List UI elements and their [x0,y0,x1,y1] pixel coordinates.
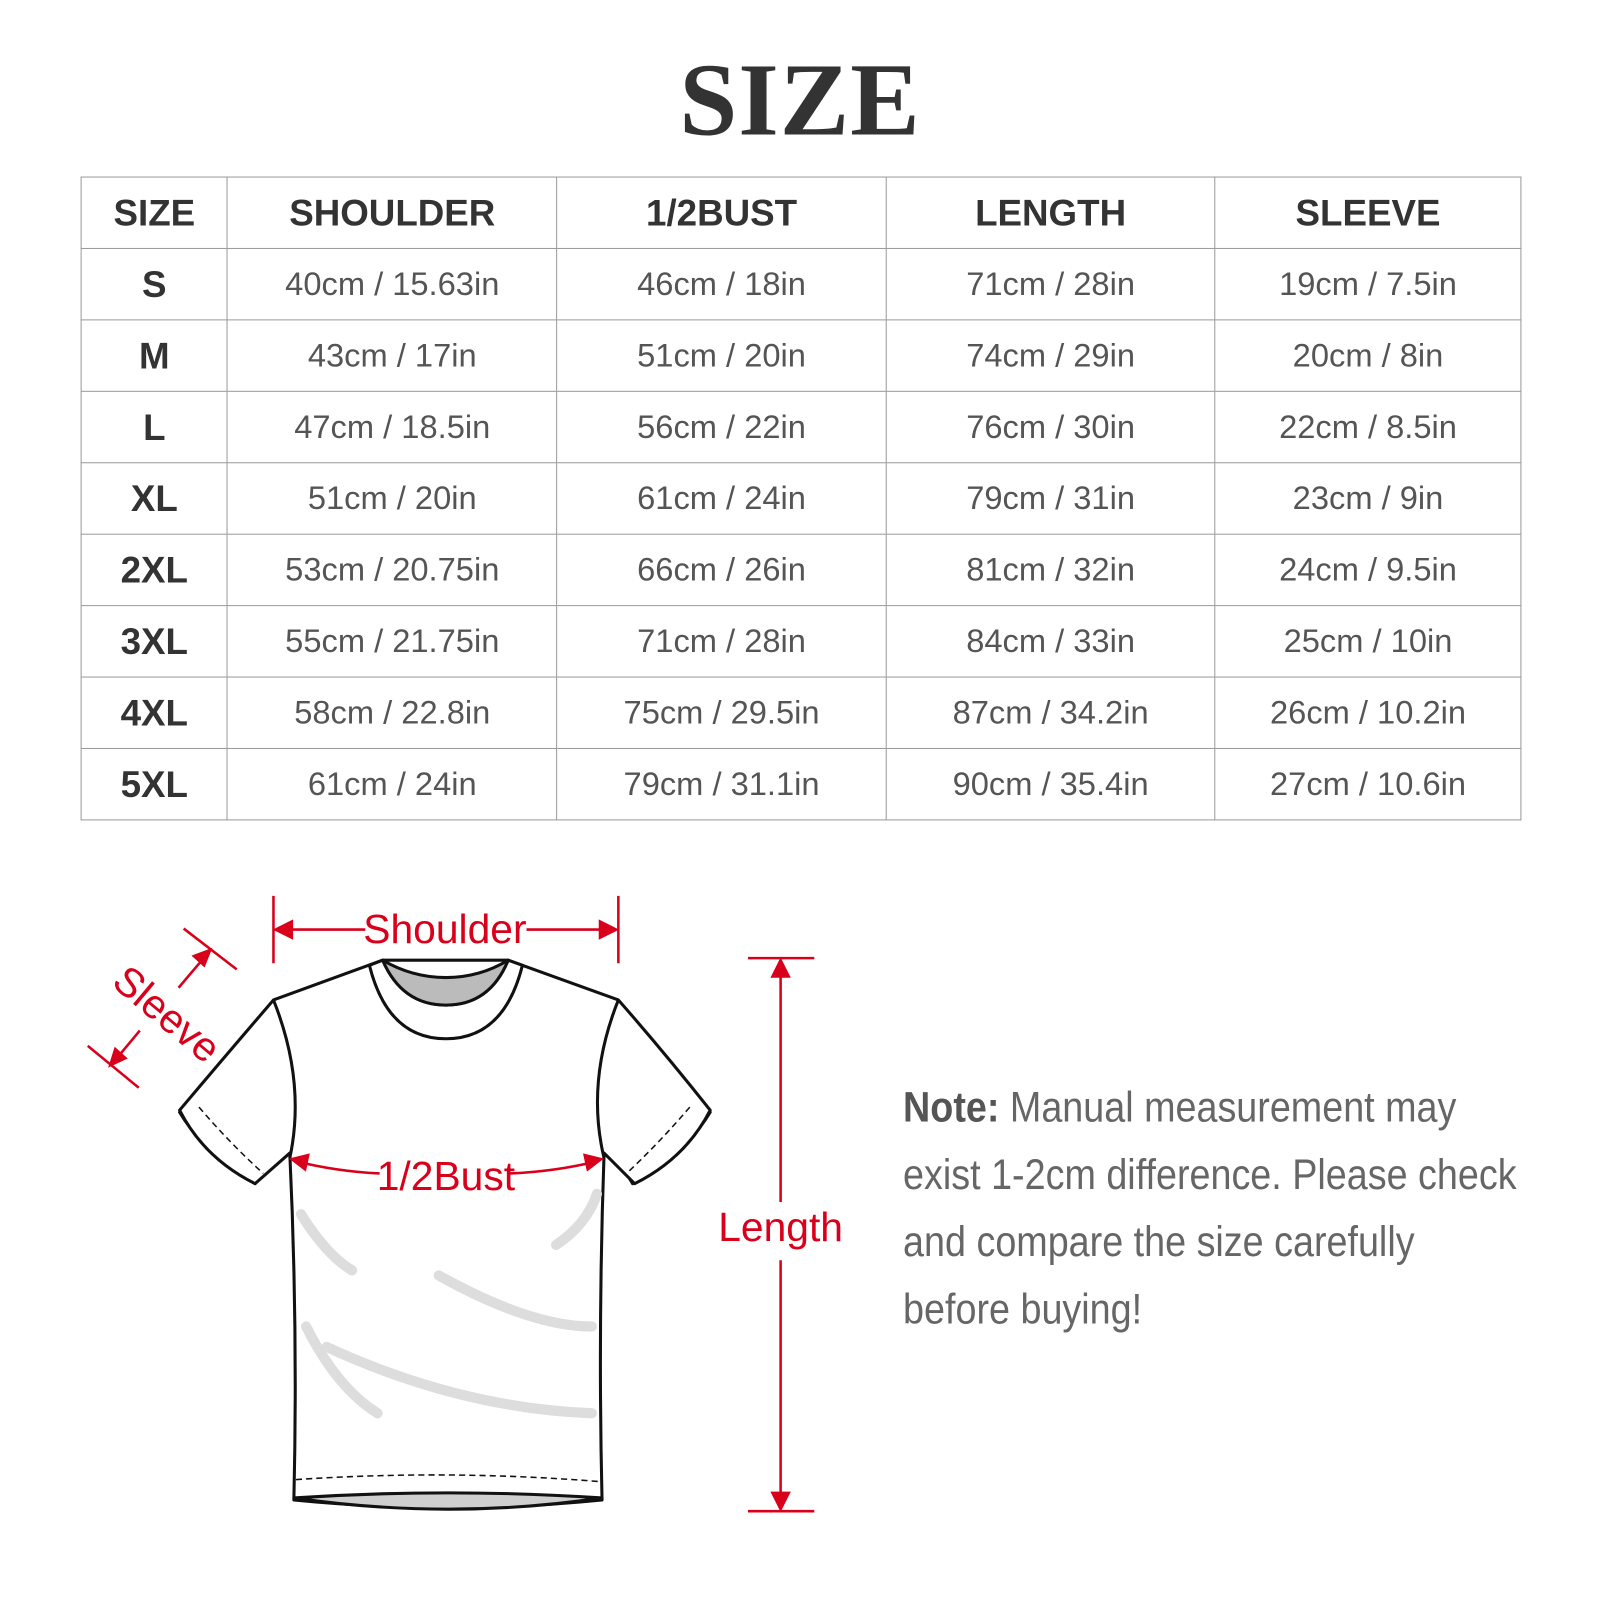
measurement-cell: 46cm / 18in [556,247,887,321]
measurement-cell: 55cm / 21.75in [226,605,558,678]
measurement-cell: 71cm / 28in [556,605,887,678]
measurement-cell: 43cm / 17in [226,319,558,392]
measurement-cell: 24cm / 9.5in [1214,533,1522,607]
measurement-cell: 26cm / 10.2in [1214,676,1522,749]
size-cell: S [80,247,229,321]
measurement-cell: 75cm / 29.5in [556,676,887,749]
measurement-cell: 23cm / 9in [1214,462,1522,535]
measurement-cell: 74cm / 29in [885,319,1216,392]
measurement-cell: 25cm / 10in [1214,605,1522,678]
size-cell: M [80,319,229,392]
measurement-cell: 19cm / 7.5in [1214,247,1522,321]
table-row: S 40cm / 15.63in 46cm / 18in 71cm / 28in 19c… [80,247,1522,321]
size-cell: 3XL [80,605,229,678]
page-title: SIZE [679,42,921,159]
measurement-cell: 56cm / 22in [556,390,887,464]
measurement-arrows [86,895,815,1513]
length-label: Length [718,1204,843,1250]
table-row: XL 51cm / 20in 61cm / 24in 79cm / 31in 23cm … [80,462,1522,535]
tshirt-icon [178,958,712,1511]
measurement-cell: 71cm / 28in [885,247,1216,321]
column-header: 1/2BUST [556,176,887,249]
column-header: SLEEVE [1214,176,1522,249]
measurement-cell: 81cm / 32in [885,533,1216,607]
size-table: SIZE SHOULDER 1/2BUST LENGTH SLEEVE S 40cm / … [80,176,1522,821]
measurement-cell: 20cm / 8in [1214,319,1522,392]
column-header: SIZE [80,176,229,249]
table-row: M 43cm / 17in 51cm / 20in 74cm / 29in 20cm /… [80,319,1522,392]
table-row: 2XL 53cm / 20.75in 66cm / 26in 81cm / 32in 2… [80,533,1522,607]
measurement-cell: 61cm / 24in [226,747,558,821]
shoulder-label: Shoulder [363,906,526,952]
table-row: 3XL 55cm / 21.75in 71cm / 28in 84cm / 33in 2… [80,605,1522,678]
size-cell: 5XL [80,747,229,821]
measurement-cell: 84cm / 33in [885,605,1216,678]
table-row: 5XL 61cm / 24in 79cm / 31.1in 90cm / 35.4in… [80,747,1522,821]
size-cell: L [80,390,229,464]
measurement-cell: 87cm / 34.2in [885,676,1216,749]
measurement-cell: 51cm / 20in [226,462,558,535]
table-header-row: SIZE SHOULDER 1/2BUST LENGTH SLEEVE [80,176,1522,249]
table-row: L 47cm / 18.5in 56cm / 22in 76cm / 30in 22cm… [80,390,1522,464]
measurement-cell: 66cm / 26in [556,533,887,607]
measurement-cell: 90cm / 35.4in [885,747,1216,821]
measurement-cell: 79cm / 31in [885,462,1216,535]
column-header: LENGTH [885,176,1216,249]
table-row: 4XL 58cm / 22.8in 75cm / 29.5in 87cm / 34.2… [80,676,1522,749]
measurement-cell: 27cm / 10.6in [1214,747,1522,821]
measurement-cell: 40cm / 15.63in [226,247,558,321]
measurement-cell: 79cm / 31.1in [556,747,887,821]
note-body: Manual measurement may exist 1-2cm diffe… [903,1082,1517,1333]
measurement-cell: 76cm / 30in [885,390,1216,464]
measurement-cell: 53cm / 20.75in [226,533,558,607]
measurement-cell: 58cm / 22.8in [226,676,558,749]
note-label: Note: [903,1082,1000,1131]
measurement-cell: 22cm / 8.5in [1214,390,1522,464]
size-cell: XL [80,462,229,535]
note-text: Note: Manual measurement may exist 1-2cm… [903,1073,1532,1342]
measurement-cell: 61cm / 24in [556,462,887,535]
bust-label: 1/2Bust [377,1153,516,1199]
fabric-shading [295,1188,603,1419]
size-cell: 4XL [80,676,229,749]
